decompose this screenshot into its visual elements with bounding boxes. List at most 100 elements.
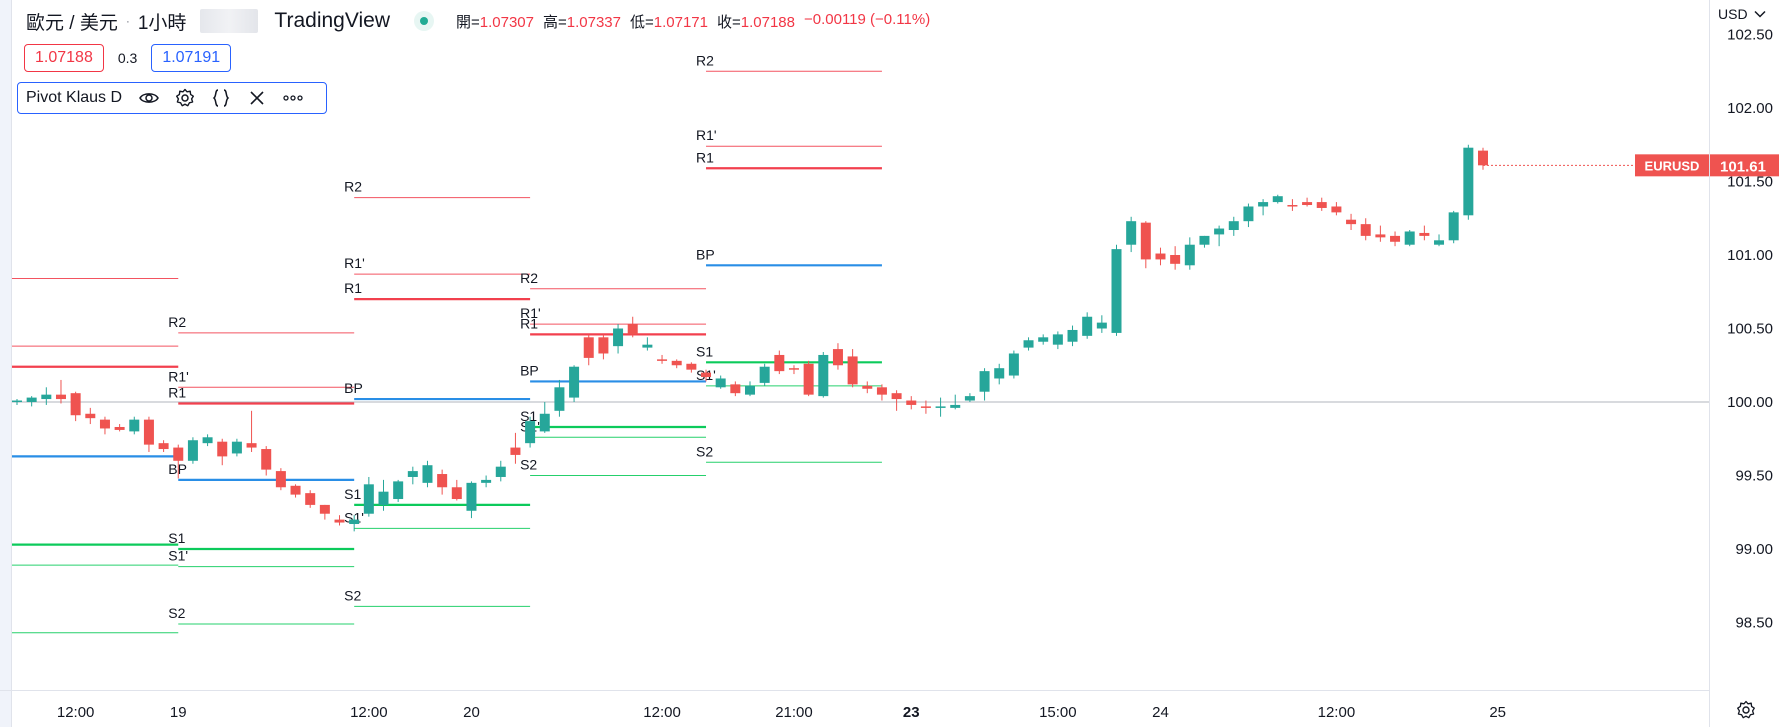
change-value: −0.00119 (−0.11%) [803, 10, 931, 28]
candle-up [950, 404, 961, 408]
pivot-label: R1 [168, 384, 186, 400]
pivot-label: S1' [168, 548, 188, 564]
candle-down [1316, 202, 1327, 208]
chart-settings-gear-icon[interactable] [1735, 699, 1757, 721]
candle-down [173, 447, 184, 461]
time-axis-border [0, 690, 1709, 691]
x-tick-label: 12:00 [350, 704, 388, 721]
candle-up [1052, 334, 1063, 345]
pivot-label: R1' [168, 368, 189, 384]
candle-up [41, 394, 52, 400]
high-value: 1.07337 [566, 13, 621, 31]
candle-up [349, 519, 360, 525]
candle-up [964, 396, 975, 401]
candle-down [99, 419, 110, 429]
candle-down [246, 443, 257, 448]
open-label: 開= [455, 13, 480, 31]
candle-up [129, 419, 140, 432]
sell-button[interactable]: 1.07188 [24, 44, 104, 72]
candle-up [466, 482, 477, 511]
low-label: 低= [629, 13, 654, 31]
candle-down [275, 471, 286, 488]
candle-down [583, 337, 594, 358]
candle-up [1272, 196, 1283, 203]
low-value: 1.07171 [653, 13, 708, 31]
y-tick-label: 99.50 [1735, 468, 1773, 485]
x-tick-label: 15:00 [1039, 704, 1077, 721]
brand-name: TradingView [274, 9, 390, 32]
source-code-icon[interactable] [210, 87, 232, 109]
pivot-label: R1 [696, 149, 714, 165]
candle-up [1082, 316, 1093, 336]
buy-button[interactable]: 1.07191 [151, 44, 232, 72]
eye-icon[interactable] [138, 87, 160, 109]
pivot-label: BP [344, 380, 363, 396]
candle-up [1184, 244, 1195, 266]
candle-down [290, 485, 301, 495]
pivot-label: S1 [696, 343, 713, 359]
candle-down [671, 360, 682, 366]
candle-up [1096, 322, 1107, 329]
candle-down [1346, 219, 1357, 225]
last-price-label: 101.61 [1720, 158, 1766, 175]
candle-down [774, 354, 785, 372]
pivot-label: BP [520, 362, 539, 378]
pivot-label: S2 [520, 457, 537, 473]
indicator-name[interactable]: Pivot Klaus D [26, 89, 123, 106]
candle-up [1067, 329, 1078, 342]
symbol-name[interactable]: 歐元 / 美元 [26, 12, 118, 34]
candle-up [994, 368, 1005, 379]
candle-down [906, 400, 917, 405]
currency-selector[interactable]: USD [1718, 6, 1766, 22]
candle-up [979, 371, 990, 392]
more-icon[interactable] [282, 87, 304, 109]
blurred-logo [200, 9, 259, 33]
y-tick-label: 99.00 [1735, 541, 1773, 558]
x-tick-label: 12:00 [57, 704, 95, 721]
candle-up [231, 441, 242, 454]
interval-label[interactable]: 1小時 [137, 12, 187, 34]
candle-up [759, 366, 770, 383]
candle-up [1038, 337, 1049, 342]
separator-dot: · [125, 14, 130, 28]
spread-value: 0.3 [117, 50, 138, 66]
market-status-icon[interactable] [413, 11, 434, 31]
pivot-label: S2 [344, 587, 361, 603]
candle-up [12, 400, 22, 403]
candle-up [1111, 249, 1122, 333]
x-tick-label: 23 [903, 704, 920, 721]
candle-up [187, 440, 198, 461]
pivot-label: S1 [344, 486, 361, 502]
indicator-legend[interactable]: Pivot Klaus D [17, 82, 327, 114]
candle-up [1214, 228, 1225, 235]
candle-down [451, 487, 462, 500]
pivot-label: R2 [168, 314, 186, 330]
candle-up [715, 378, 726, 388]
symbol-tag-box [1635, 154, 1709, 177]
pivot-label: BP [696, 246, 715, 262]
candle-down [261, 449, 272, 470]
gear-icon[interactable] [174, 87, 196, 109]
candle-up [407, 471, 418, 477]
candle-up [1434, 240, 1445, 245]
candle-up [363, 484, 374, 514]
candle-down [862, 385, 873, 389]
y-tick-label: 102.50 [1727, 27, 1773, 44]
close-icon[interactable] [246, 87, 268, 109]
candle-down [158, 443, 169, 450]
last-price-box [1709, 154, 1779, 177]
chevron-down-icon [1754, 10, 1766, 18]
candles-layer [12, 144, 1488, 532]
trade-panel: 1.07188 0.3 1.07191 [24, 44, 232, 72]
symbol-legend: 歐元 / 美元 · 1小時 TradingView 開=1.07307 高=1.… [26, 8, 930, 34]
candle-down [627, 324, 638, 335]
candle-down [1331, 206, 1342, 213]
candle-down [876, 387, 887, 395]
candle-down [1170, 255, 1181, 264]
candle-down [319, 504, 330, 514]
candle-up [1228, 221, 1239, 231]
candle-down [598, 337, 609, 354]
y-tick-label: 100.00 [1727, 394, 1773, 411]
